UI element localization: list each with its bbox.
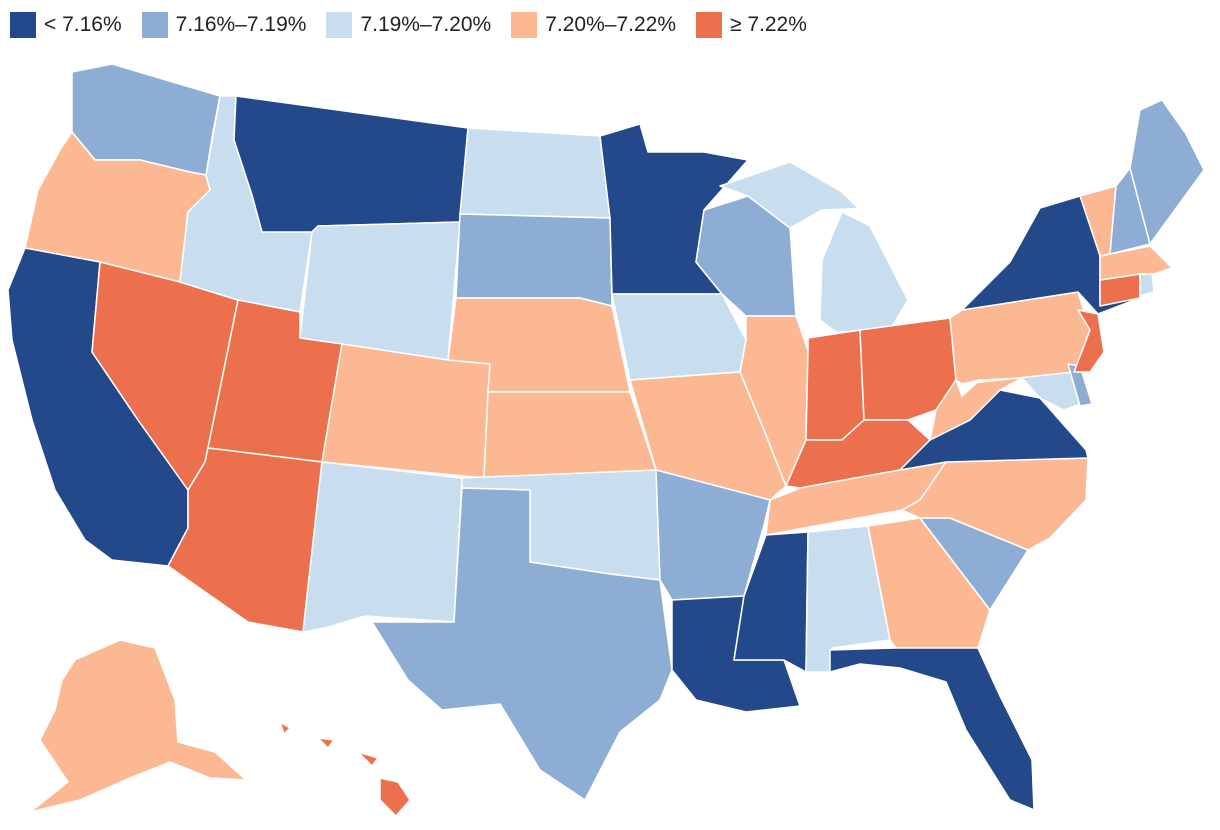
state-new-mexico[interactable]: New Mexico: [302, 461, 463, 633]
legend-label: 7.19%–7.20%: [360, 13, 492, 36]
state-rhode-island[interactable]: Rhode Island: [1139, 271, 1155, 297]
legend-item-720-722: 7.20%–7.22%: [511, 12, 676, 38]
state-indiana[interactable]: Indiana: [805, 329, 865, 441]
state-iowa[interactable]: Iowa: [611, 293, 747, 381]
state-wyoming[interactable]: Wyoming: [299, 221, 461, 361]
legend-swatch: [696, 12, 722, 38]
legend-label: 7.16%–7.19%: [175, 13, 307, 36]
legend-swatch: [141, 12, 168, 38]
legend-label: 7.20%–7.22%: [545, 13, 676, 36]
legend-label: ≥ 7.22%: [730, 13, 807, 36]
state-maine[interactable]: Maine: [1129, 99, 1205, 245]
legend-swatch: [10, 12, 36, 38]
legend-item-gte-722: ≥ 7.22%: [696, 12, 807, 38]
legend-item-719-720: 7.19%–7.20%: [326, 12, 491, 38]
state-south-dakota[interactable]: South Dakota: [455, 213, 613, 307]
legend-label: < 7.16%: [44, 13, 122, 36]
legend-swatch: [326, 12, 353, 38]
state-alaska[interactable]: Alaska: [29, 639, 247, 813]
state-kansas[interactable]: Kansas: [483, 391, 657, 479]
legend-item-716-719: 7.16%–7.19%: [141, 12, 307, 38]
state-colorado[interactable]: Colorado: [321, 343, 491, 479]
state-florida[interactable]: Florida: [829, 647, 1035, 811]
map-legend: < 7.16% 7.16%–7.19% 7.19%–7.20% 7.20%–7.…: [10, 12, 827, 38]
legend-swatch: [511, 12, 538, 38]
state-texas[interactable]: Texas: [371, 487, 673, 801]
state-massachusetts[interactable]: Massachusetts: [1099, 245, 1173, 281]
legend-item-lt-716: < 7.16%: [10, 12, 122, 38]
state-hawaii[interactable]: Hawaii: [279, 721, 411, 817]
state-montana[interactable]: Montana: [233, 95, 469, 233]
state-north-carolina[interactable]: North Carolina: [901, 457, 1089, 551]
state-north-dakota[interactable]: North Dakota: [459, 127, 611, 219]
